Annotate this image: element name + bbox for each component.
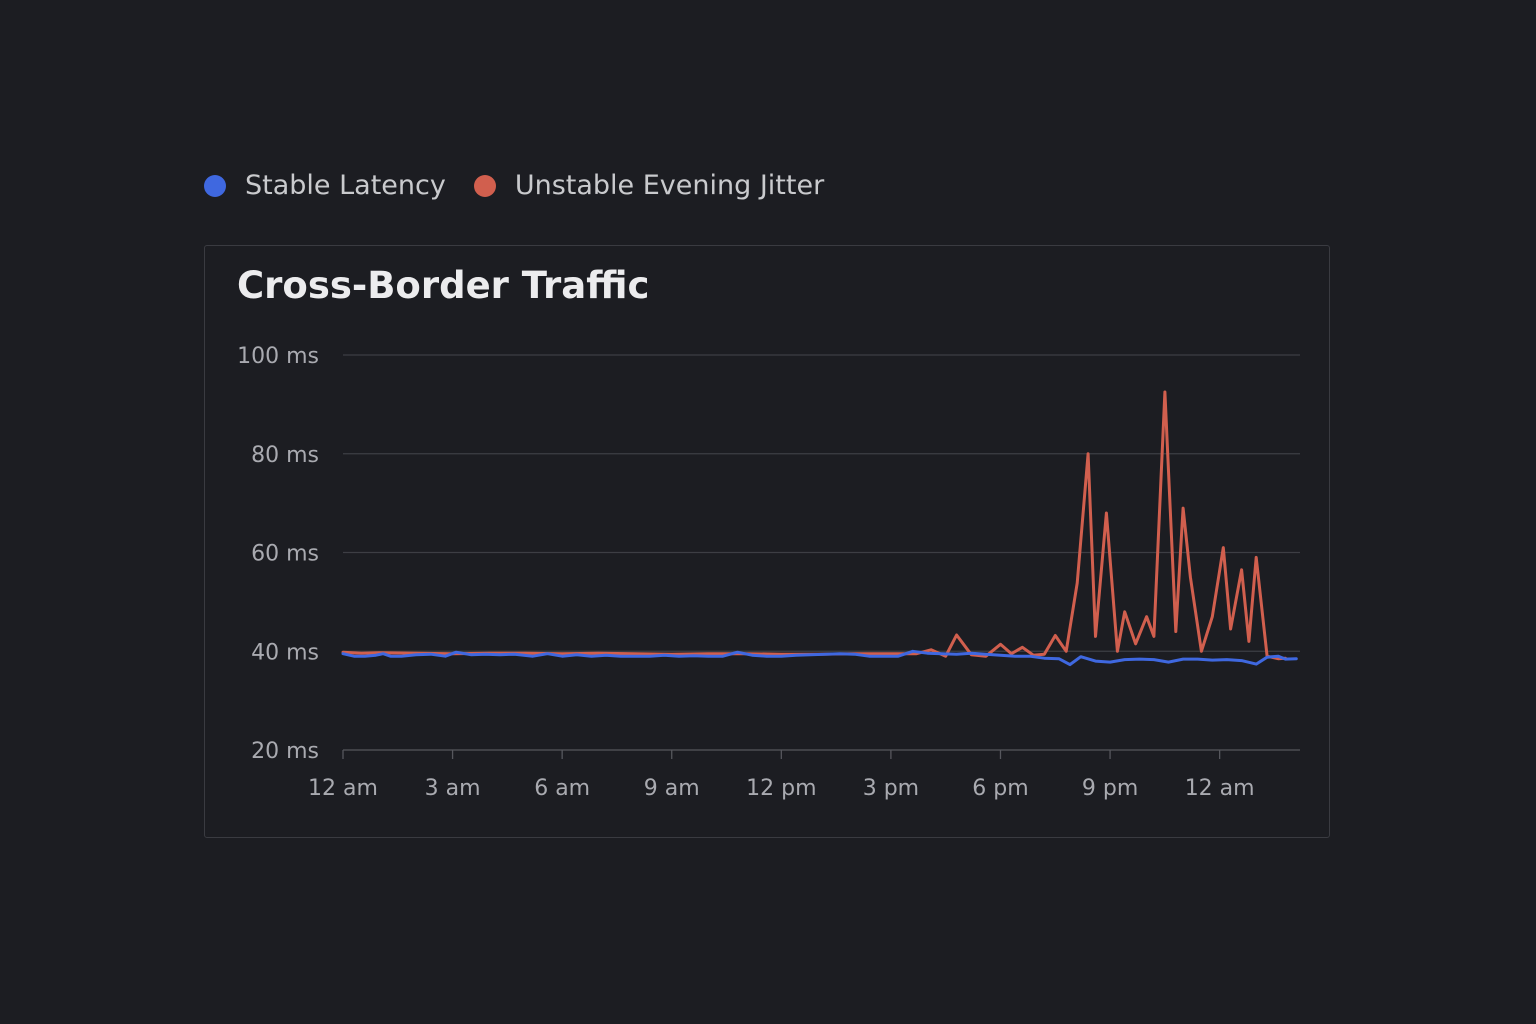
x-axis-labels: 12 am 3 am 6 am 9 am 12 pm 3 pm 6 pm 9 pm 12 am (308, 776, 1255, 801)
legend: Stable Latency Unstable Evening Jitter (204, 170, 852, 201)
y-tick-label: 40 ms (251, 640, 319, 665)
x-tick-label: 9 am (644, 776, 700, 801)
legend-dot-stable-latency (204, 174, 226, 197)
y-tick-label: 80 ms (251, 443, 319, 468)
y-tick-label: 60 ms (251, 542, 319, 567)
legend-item-unstable-jitter[interactable]: Unstable Evening Jitter (473, 170, 825, 201)
legend-label-unstable-jitter: Unstable Evening Jitter (514, 170, 825, 201)
legend-item-stable-latency[interactable]: Stable Latency (204, 170, 446, 201)
series-line-unstable-evening-jitter[interactable] (341, 390, 1287, 661)
series-line-stable-latency[interactable] (341, 649, 1298, 667)
x-tick-label: 3 am (425, 776, 481, 801)
x-tick-label: 6 am (534, 776, 590, 801)
x-tick-label: 9 pm (1082, 776, 1138, 801)
x-tick-label: 3 pm (863, 776, 919, 801)
x-tick-label: 12 am (308, 776, 378, 801)
y-tick-label: 100 ms (237, 344, 319, 369)
legend-label-stable-latency: Stable Latency (245, 170, 446, 201)
y-tick-label: 20 ms (251, 739, 319, 764)
chart-card (204, 245, 1330, 838)
legend-dot-unstable-jitter (473, 174, 496, 197)
x-tick-label: 12 am (1185, 776, 1255, 801)
gridlines (342, 354, 1300, 759)
y-axis-labels: 20 ms 40 ms 60 ms 80 ms 100 ms (237, 344, 319, 764)
x-tick-label: 6 pm (972, 776, 1028, 801)
chart-title: Cross-Border Traffic (237, 264, 650, 307)
x-tick-label: 12 pm (746, 776, 816, 801)
series-lines (341, 390, 1298, 667)
